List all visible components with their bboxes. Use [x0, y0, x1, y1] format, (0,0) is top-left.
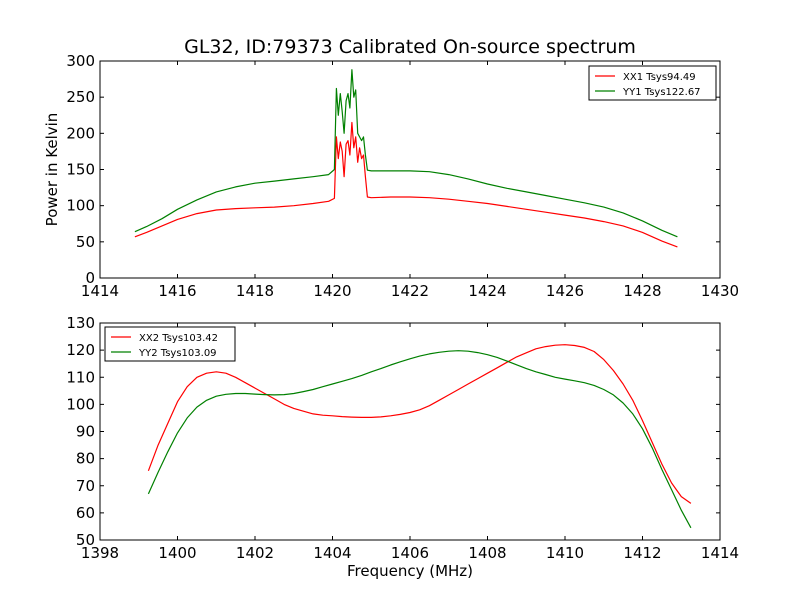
series-line-bottom-2	[147, 350, 692, 529]
x-tick-label: 1410	[546, 544, 584, 562]
x-tick-label: 1416	[158, 282, 196, 300]
x-tick-label: 1400	[158, 544, 196, 562]
series-line-top-2	[134, 69, 678, 238]
y-tick-label: 0	[85, 269, 95, 287]
x-tick-label: 1398	[81, 544, 119, 562]
legend-label: XX2 Tsys103.42	[139, 333, 218, 344]
legend-label: YY2 Tsys103.09	[138, 348, 217, 359]
series-line-top-1	[134, 121, 678, 248]
y-tick-label: 300	[66, 52, 95, 70]
x-tick-label: 1402	[236, 544, 274, 562]
top-panel: 1414 1416 1418 1420 1422 1424 1426 1428 1430 0 50 1…	[43, 52, 739, 300]
figure-title: GL32, ID:79373 Calibrated On-source spec…	[184, 36, 636, 58]
y-tick-label: 110	[66, 368, 95, 386]
x-tick-label: 1420	[313, 282, 351, 300]
x-tick-label: 1408	[468, 544, 506, 562]
legend-label: XX1 Tsys94.49	[623, 72, 696, 83]
x-tick-label: 1428	[623, 282, 661, 300]
y-tick-label: 130	[66, 314, 95, 332]
y-tick-label: 120	[66, 341, 95, 359]
legend-box	[104, 326, 236, 362]
y-tick-label: 70	[76, 477, 95, 495]
bottom-panel: 1398 1400 1402 1404 1406 1408 1410 1412 1414 50 60…	[66, 314, 739, 580]
x-tick-label: 1412	[623, 544, 661, 562]
y-tick-label: 60	[76, 504, 95, 522]
x-tick-label: 1404	[313, 544, 351, 562]
y-tick-label: 50	[76, 531, 95, 549]
y-tick-label: 90	[76, 423, 95, 441]
y-tick-label: 50	[76, 233, 95, 251]
x-tick-label: 1406	[391, 544, 429, 562]
y-tick-label: 100	[66, 197, 95, 215]
legend-label: YY1 Tsys122.67	[622, 87, 701, 98]
y-tick-label: 100	[66, 395, 95, 413]
x-tick-label: 1418	[236, 282, 274, 300]
series-line-bottom-1	[147, 344, 692, 504]
y-tick-label: 250	[66, 88, 95, 106]
x-axis-label: Frequency (MHz)	[347, 562, 473, 580]
y-tick-label: 150	[66, 161, 95, 179]
legend: XX1 Tsys94.49 YY1 Tsys122.67	[588, 65, 717, 101]
x-tick-label: 1426	[546, 282, 584, 300]
legend-box	[588, 65, 717, 101]
y-tick-label: 80	[76, 450, 95, 468]
x-tick-label: 1414	[701, 544, 739, 562]
y-tick-label: 200	[66, 124, 95, 142]
x-tick-label: 1414	[81, 282, 119, 300]
x-tick-label: 1430	[701, 282, 739, 300]
x-tick-label: 1424	[468, 282, 506, 300]
x-tick-label: 1422	[391, 282, 429, 300]
y-axis-label: Power in Kelvin	[43, 113, 61, 227]
legend: XX2 Tsys103.42 YY2 Tsys103.09	[104, 326, 236, 362]
